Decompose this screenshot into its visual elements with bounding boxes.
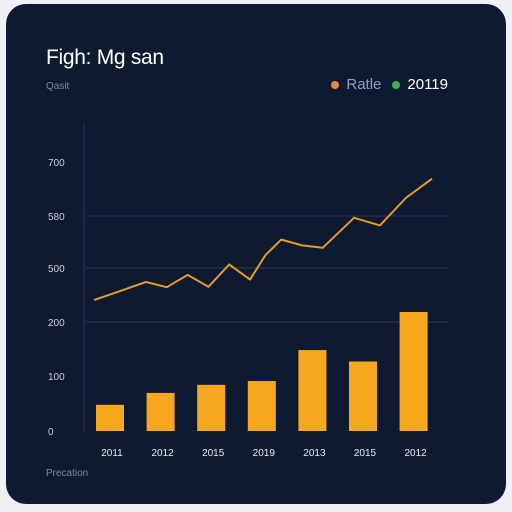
legend-dot-ratle: [331, 80, 340, 89]
legend-label-ratle: Ratle: [346, 76, 382, 93]
x-tick-label: 2013: [303, 448, 326, 459]
series-line: [93, 177, 433, 302]
x-tick-label: 2012: [404, 448, 427, 459]
x-tick-label: 2011: [101, 448, 123, 459]
bar: [247, 381, 276, 431]
chart-card: Figh: Mg san Qasit Ratle 20119 0 100 200 50…: [6, 4, 506, 504]
y-tick-label: 580: [48, 212, 65, 223]
chart-plot: 0 100 200 500 580 700 2011 2012 2015 2019 2013 2015…: [48, 124, 448, 459]
y-tick-label: 200: [48, 318, 65, 329]
chart-footer: Precation: [46, 468, 89, 479]
bar: [146, 392, 175, 431]
bar: [349, 361, 377, 431]
x-tick-label: 2012: [151, 448, 174, 459]
bar: [298, 350, 327, 431]
y-tick-label: 500: [48, 264, 65, 275]
x-tick-label: 2015: [202, 448, 225, 459]
y-tick-label: 700: [48, 158, 65, 169]
x-tick-label: 2019: [253, 448, 276, 459]
y-tick-label: 0: [48, 427, 54, 438]
bar: [96, 404, 124, 431]
chart-title: Figh: Mg san: [46, 46, 164, 69]
legend-dot-20119: [392, 80, 401, 89]
chart-subtitle: Qasit: [46, 81, 70, 92]
bar: [399, 312, 428, 431]
bar: [197, 384, 226, 431]
legend: Ratle 20119: [331, 76, 448, 93]
x-tick-label: 2015: [354, 448, 377, 459]
legend-label-20119: 20119: [407, 76, 448, 93]
y-tick-label: 100: [48, 372, 65, 383]
